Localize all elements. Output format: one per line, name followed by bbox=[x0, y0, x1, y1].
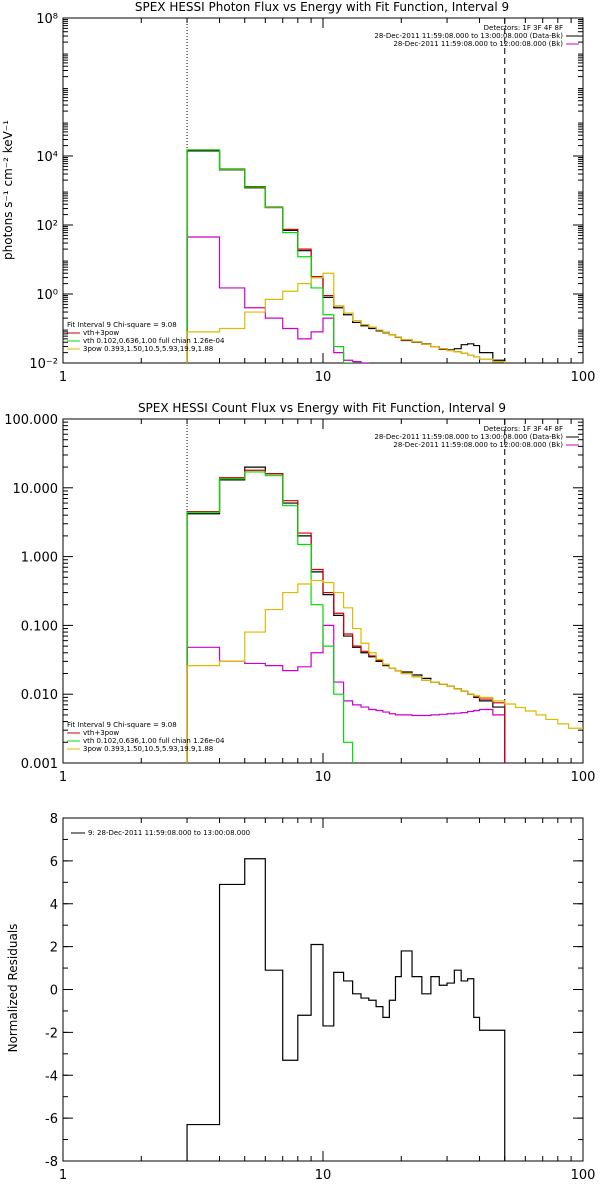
photon-legend-top-item: Detectors: 1F 3F 4F 8F bbox=[484, 24, 563, 32]
photon-legend-top-item: 28-Dec-2011 11:59:08.000 to 12:00:08.000… bbox=[393, 40, 563, 48]
count-legend-bottom-item: vth 0.102,0.636,1.00 full chian 1.26e-04 bbox=[83, 737, 225, 745]
photon-legend-top-item: 28-Dec-2011 11:59:08.000 to 13:00:08.000… bbox=[374, 32, 563, 40]
count-series-data-bk bbox=[186, 466, 506, 763]
count-y-tick-label: 100.000 bbox=[4, 413, 58, 428]
count-series-vth-3pow bbox=[186, 469, 506, 763]
photon-data bbox=[186, 18, 506, 363]
count-legend-bottom-item: Fit Interval 9 Chi-square = 9.08 bbox=[67, 721, 177, 729]
count-y-tick-label: 1.000 bbox=[21, 551, 58, 566]
count-legend-bottom-item: vth+3pow bbox=[83, 729, 119, 737]
residuals-plot: 1 10 100 -8 -6 -4 -2 0 2 4 6 8 9: 28-Dec-2011 11:59:… bbox=[45, 812, 595, 1183]
photon-y-tick-label: 10⁻² bbox=[29, 357, 58, 372]
count-series-bk bbox=[186, 624, 506, 763]
count-plot: 1 10 100 0.001 0.010 0.100 1.000 10.000 100.000 D… bbox=[4, 413, 596, 785]
residuals-legend-item: 9: 28-Dec-2011 11:59:08.000 to 13:00:08.… bbox=[88, 829, 250, 837]
photon-x-tick-label: 100 bbox=[571, 370, 596, 385]
photon-series-data-bk bbox=[186, 150, 506, 363]
photon-series-vth-3pow bbox=[186, 149, 506, 363]
photon-title: SPEX HESSI Photon Flux vs Energy with Fi… bbox=[135, 0, 509, 14]
residuals-data bbox=[186, 858, 506, 1161]
residuals-y-tick-label: 8 bbox=[50, 812, 58, 827]
count-y-tick-label: 0.100 bbox=[21, 619, 58, 634]
count-legend-top-item: Detectors: 1F 3F 4F 8F bbox=[484, 425, 563, 433]
photon-series-3pow bbox=[186, 272, 506, 363]
count-data bbox=[186, 419, 583, 763]
photon-series-vth bbox=[186, 149, 506, 363]
count-series-vth bbox=[186, 471, 506, 763]
photon-series-bk bbox=[186, 236, 506, 363]
photon-y-tick-label: 10⁸ bbox=[36, 12, 58, 27]
residuals-y-tick-label: 0 bbox=[50, 984, 58, 999]
residuals-x-tick-label: 1 bbox=[59, 1168, 67, 1183]
photon-legend-bottom-item: vth+3pow bbox=[83, 329, 119, 337]
count-x-tick-label: 100 bbox=[571, 770, 596, 785]
photon-ylabel: photons s⁻¹ cm⁻² keV⁻¹ bbox=[1, 120, 15, 260]
residuals-y-tick-label: -2 bbox=[45, 1026, 58, 1041]
count-title: SPEX HESSI Count Flux vs Energy with Fit… bbox=[138, 401, 506, 415]
count-legend-top-item: 28-Dec-2011 11:59:08.000 to 12:00:08.000… bbox=[393, 441, 563, 449]
residuals-y-tick-label: -6 bbox=[45, 1112, 58, 1127]
residuals-ylabel: Normalized Residuals bbox=[6, 924, 20, 1053]
count-legend-bottom-item: 3pow 0.393,1.50,10.5,5.93,19.9,1.88 bbox=[83, 745, 213, 753]
count-series-3pow bbox=[186, 579, 583, 763]
residuals-x-tick-label: 10 bbox=[315, 1168, 332, 1183]
residuals-y-tick-label: -4 bbox=[45, 1069, 58, 1084]
residuals-series-residuals bbox=[186, 858, 506, 1161]
photon-x-tick-label: 1 bbox=[59, 370, 67, 385]
photon-y-tick-label: 10² bbox=[36, 219, 58, 234]
photon-plot: 1 10 100 10⁻² 10⁰ 10² 10⁴ 10⁸ Detectors: 1F 3F 4… bbox=[29, 12, 595, 385]
photon-legend-bottom-item: Fit Interval 9 Chi-square = 9.08 bbox=[67, 321, 177, 329]
photon-y-tick-label: 10⁰ bbox=[36, 288, 58, 303]
residuals-y-tick-label: 4 bbox=[50, 898, 58, 913]
photon-legend-bottom-item: 3pow 0.393,1.50,10.5,5.93,19.9,1.88 bbox=[83, 345, 213, 353]
residuals-x-tick-label: 100 bbox=[571, 1168, 596, 1183]
count-legend-top-item: 28-Dec-2011 11:59:08.000 to 13:00:08.000… bbox=[374, 433, 563, 441]
photon-x-tick-label: 10 bbox=[315, 370, 332, 385]
residuals-y-tick-label: -8 bbox=[45, 1155, 58, 1170]
count-x-tick-label: 1 bbox=[59, 770, 67, 785]
count-x-tick-label: 10 bbox=[315, 770, 332, 785]
photon-legend-bottom-item: vth 0.102,0.636,1.00 full chian 1.26e-04 bbox=[83, 337, 225, 345]
count-y-tick-label: 10.000 bbox=[13, 482, 59, 497]
residuals-y-tick-label: 2 bbox=[50, 941, 58, 956]
count-y-tick-label: 0.010 bbox=[21, 688, 58, 703]
residuals-y-tick-label: 6 bbox=[50, 855, 58, 870]
count-y-tick-label: 0.001 bbox=[21, 757, 58, 772]
photon-y-tick-label: 10⁴ bbox=[36, 150, 58, 165]
